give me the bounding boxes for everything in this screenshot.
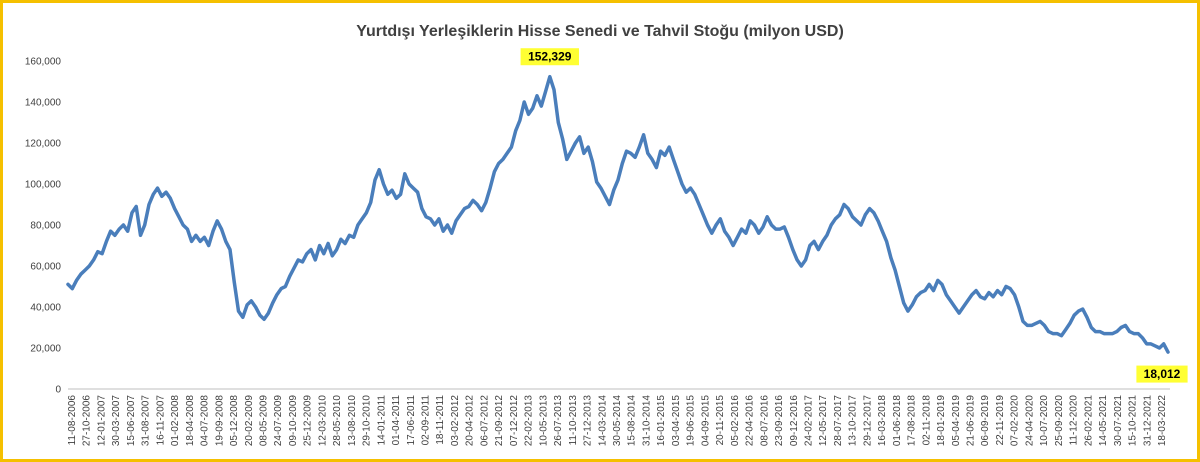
x-tick-label: 15-06-2007	[126, 395, 137, 447]
x-tick-label: 05-12-2008	[229, 395, 240, 447]
x-tick-label: 04-09-2015	[700, 395, 711, 447]
x-tick-label: 11-08-2006	[67, 395, 78, 446]
x-tick-label: 06-09-2019	[980, 395, 991, 447]
y-tick-label: 20,000	[30, 344, 61, 355]
callout-box	[520, 48, 579, 66]
x-tick-label: 13-08-2010	[347, 395, 358, 447]
y-tick-label: 60,000	[30, 262, 61, 273]
x-tick-label: 30-03-2007	[111, 395, 122, 447]
callout-box	[1136, 365, 1188, 383]
x-tick-label: 01-06-2018	[892, 395, 903, 447]
x-tick-label: 01-04-2011	[391, 395, 402, 446]
x-tick-label: 05-04-2019	[951, 395, 962, 447]
x-tick-label: 26-02-2021	[1083, 395, 1094, 447]
series-line	[66, 74, 1170, 354]
x-tick-label: 10-07-2020	[1039, 395, 1050, 447]
x-tick-label: 17-06-2011	[406, 395, 417, 446]
x-tick-label: 11-12-2020	[1069, 395, 1080, 446]
x-tick-label: 27-10-2006	[82, 395, 93, 447]
x-tick-label: 07-02-2020	[1010, 395, 1021, 447]
x-tick-label: 20-11-2015	[715, 395, 726, 446]
x-tick-label: 24-07-2009	[273, 395, 284, 447]
y-tick-label: 140,000	[25, 98, 62, 109]
x-tick-label: 02-11-2018	[921, 395, 932, 446]
last-value-callout: 18,012	[1136, 365, 1188, 383]
x-tick-label: 30-05-2014	[612, 395, 623, 447]
x-tick-label: 22-04-2016	[745, 395, 756, 447]
x-tick-label: 31-12-2021	[1142, 395, 1153, 447]
callout-label: 152,329	[528, 50, 572, 64]
x-tick-label: 05-02-2016	[730, 395, 741, 447]
x-tick-label: 12-05-2017	[818, 395, 829, 447]
y-tick-label: 160,000	[25, 57, 62, 68]
x-tick-label: 21-06-2019	[966, 395, 977, 447]
y-tick-label: 40,000	[30, 303, 61, 314]
annotations: 152,329 18,012	[520, 48, 1188, 383]
x-tick-label: 18-11-2011	[435, 395, 446, 445]
x-tick-label: 12-03-2010	[317, 395, 328, 447]
x-tick-label: 11-10-2013	[568, 395, 579, 446]
x-tick-label: 31-08-2007	[141, 395, 152, 447]
x-tick-label: 18-04-2008	[185, 395, 196, 447]
x-tick-label: 03-04-2015	[671, 395, 682, 447]
x-tick-label: 31-10-2014	[641, 395, 652, 447]
x-tick-label: 18-01-2019	[936, 395, 947, 447]
y-tick-label: 0	[55, 385, 61, 396]
x-tick-label: 22-11-2019	[995, 395, 1006, 446]
x-tick-label: 19-09-2008	[214, 395, 225, 447]
x-tick-label: 10-05-2013	[538, 395, 549, 447]
x-tick-label: 18-03-2022	[1157, 395, 1168, 447]
y-axis: 0 20,000 40,000 60,000 80,000 100,000 120,000 1…	[25, 57, 62, 396]
x-tick-label: 01-02-2008	[170, 395, 181, 447]
x-axis: 11-08-2006 27-10-2006 12-01-2007 30-03-2007…	[67, 388, 1170, 447]
x-tick-label: 16-01-2015	[656, 395, 667, 447]
y-tick-label: 120,000	[25, 139, 62, 150]
x-tick-label: 24-04-2020	[1024, 395, 1035, 447]
x-tick-label: 15-08-2014	[627, 395, 638, 447]
x-tick-label: 12-01-2007	[96, 395, 107, 447]
x-tick-label: 28-05-2010	[332, 395, 343, 447]
x-tick-label: 24-02-2017	[803, 395, 814, 447]
x-tick-label: 09-12-2016	[789, 395, 800, 447]
x-tick-label: 04-07-2008	[200, 395, 211, 447]
x-tick-label: 13-10-2017	[848, 395, 859, 447]
x-tick-label: 16-03-2018	[877, 395, 888, 447]
x-tick-label: 16-11-2007	[155, 395, 166, 446]
x-tick-label: 21-09-2012	[494, 395, 505, 447]
x-tick-label: 25-09-2020	[1054, 395, 1065, 447]
x-tick-label: 15-10-2021	[1128, 395, 1139, 447]
x-tick-label: 29-10-2010	[362, 395, 373, 447]
x-tick-label: 09-10-2009	[288, 395, 299, 447]
x-tick-label: 27-12-2013	[583, 395, 594, 447]
callout-label: 18,012	[1144, 367, 1181, 381]
x-tick-label: 14-05-2021	[1098, 395, 1109, 447]
x-tick-label: 29-12-2017	[862, 395, 873, 447]
y-tick-label: 100,000	[25, 180, 62, 191]
x-tick-label: 20-02-2009	[244, 395, 255, 447]
x-tick-label: 28-07-2017	[833, 395, 844, 447]
x-tick-label: 07-12-2012	[509, 395, 520, 447]
x-tick-label: 14-03-2014	[597, 395, 608, 447]
chart-title: Yurtdışı Yerleşiklerin Hisse Senedi ve T…	[356, 23, 844, 40]
x-tick-label: 14-01-2011	[376, 395, 387, 446]
x-tick-label: 30-07-2021	[1113, 395, 1124, 447]
y-tick-label: 80,000	[30, 221, 61, 232]
x-tick-label: 25-12-2009	[303, 395, 314, 447]
x-tick-label: 06-07-2012	[479, 395, 490, 447]
x-tick-label: 02-09-2011	[421, 395, 432, 446]
peak-callout: 152,329	[520, 48, 579, 66]
x-tick-label: 23-09-2016	[774, 395, 785, 447]
x-tick-label: 17-08-2018	[907, 395, 918, 447]
x-tick-label: 26-07-2013	[553, 395, 564, 447]
x-tick-label: 22-02-2013	[524, 395, 535, 447]
x-tick-label: 03-02-2012	[450, 395, 461, 447]
x-tick-label: 08-05-2009	[258, 395, 269, 447]
x-tick-label: 08-07-2016	[759, 395, 770, 447]
x-tick-label: 19-06-2015	[686, 395, 697, 447]
x-tick-label: 20-04-2012	[465, 395, 476, 447]
